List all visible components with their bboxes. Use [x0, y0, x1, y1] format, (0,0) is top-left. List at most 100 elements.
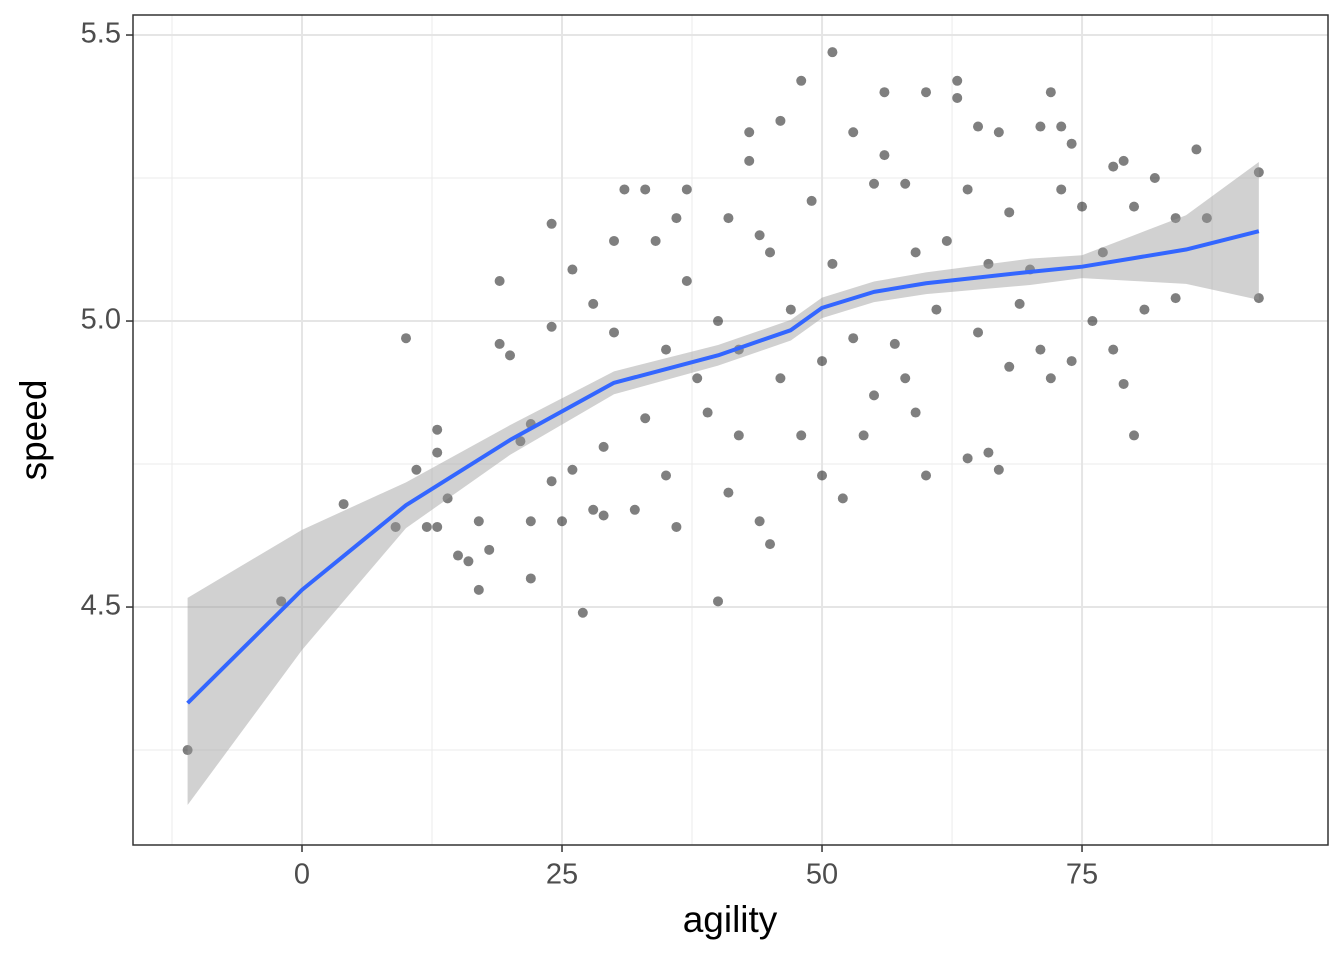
point [993, 464, 1004, 475]
point [900, 373, 911, 384]
point [765, 539, 776, 550]
point [889, 338, 900, 349]
point [713, 316, 724, 327]
point [609, 327, 620, 338]
point [1129, 201, 1140, 212]
point [598, 510, 609, 521]
point [484, 544, 495, 555]
point [1077, 201, 1088, 212]
point [567, 464, 578, 475]
point [453, 550, 464, 561]
point [1097, 247, 1108, 258]
point [1045, 87, 1056, 98]
point [692, 373, 703, 384]
panel-border [132, 14, 1329, 846]
x-tick-label: 0 [294, 859, 310, 891]
point [858, 430, 869, 441]
point [619, 184, 630, 195]
point [931, 304, 942, 315]
point [609, 235, 620, 246]
point [1129, 430, 1140, 441]
point [1118, 155, 1129, 166]
point [723, 487, 734, 498]
point [744, 127, 755, 138]
point [1087, 316, 1098, 327]
point [463, 556, 474, 567]
point [848, 127, 859, 138]
point [276, 596, 287, 607]
point [1066, 138, 1077, 149]
point [1004, 207, 1015, 218]
point [629, 504, 640, 515]
point [567, 264, 578, 275]
point [401, 333, 412, 344]
point [640, 413, 651, 424]
point [598, 441, 609, 452]
point [421, 521, 432, 532]
point [962, 453, 973, 464]
point [993, 127, 1004, 138]
point [661, 344, 672, 355]
point [941, 235, 952, 246]
point [1191, 144, 1202, 155]
point [681, 184, 692, 195]
y-axis-title: speed [13, 380, 54, 481]
point [1170, 293, 1181, 304]
point [640, 184, 651, 195]
point [962, 184, 973, 195]
point [973, 121, 984, 132]
point [806, 195, 817, 206]
point [754, 516, 765, 527]
point [650, 235, 661, 246]
point [723, 213, 734, 224]
point [546, 476, 557, 487]
point [546, 321, 557, 332]
point [525, 573, 536, 584]
point [1149, 173, 1160, 184]
x-tick-label: 75 [1066, 859, 1098, 891]
point [848, 333, 859, 344]
point [1004, 361, 1015, 372]
point [681, 275, 692, 286]
point [557, 516, 568, 527]
point [432, 521, 443, 532]
point [546, 218, 557, 229]
point [1014, 298, 1025, 309]
point [1139, 304, 1150, 315]
point [442, 493, 453, 504]
point [879, 150, 890, 161]
point [505, 350, 516, 361]
point [796, 430, 807, 441]
point [1035, 121, 1046, 132]
point [775, 115, 786, 126]
point [494, 275, 505, 286]
point [577, 607, 588, 618]
point [411, 464, 422, 475]
point [910, 247, 921, 258]
point [973, 327, 984, 338]
point [733, 430, 744, 441]
point [702, 407, 713, 418]
point [494, 338, 505, 349]
point [1056, 184, 1067, 195]
x-axis-title: agility [683, 899, 778, 940]
x-tick-label: 25 [546, 859, 578, 891]
point [525, 516, 536, 527]
point [817, 470, 828, 481]
point [1253, 293, 1264, 304]
point [1253, 167, 1264, 178]
point [837, 493, 848, 504]
point [827, 258, 838, 269]
point [1035, 344, 1046, 355]
point [671, 213, 682, 224]
point [796, 75, 807, 86]
point [983, 258, 994, 269]
point [827, 47, 838, 58]
point [1170, 213, 1181, 224]
point [661, 470, 672, 481]
point [744, 155, 755, 166]
point [1056, 121, 1067, 132]
